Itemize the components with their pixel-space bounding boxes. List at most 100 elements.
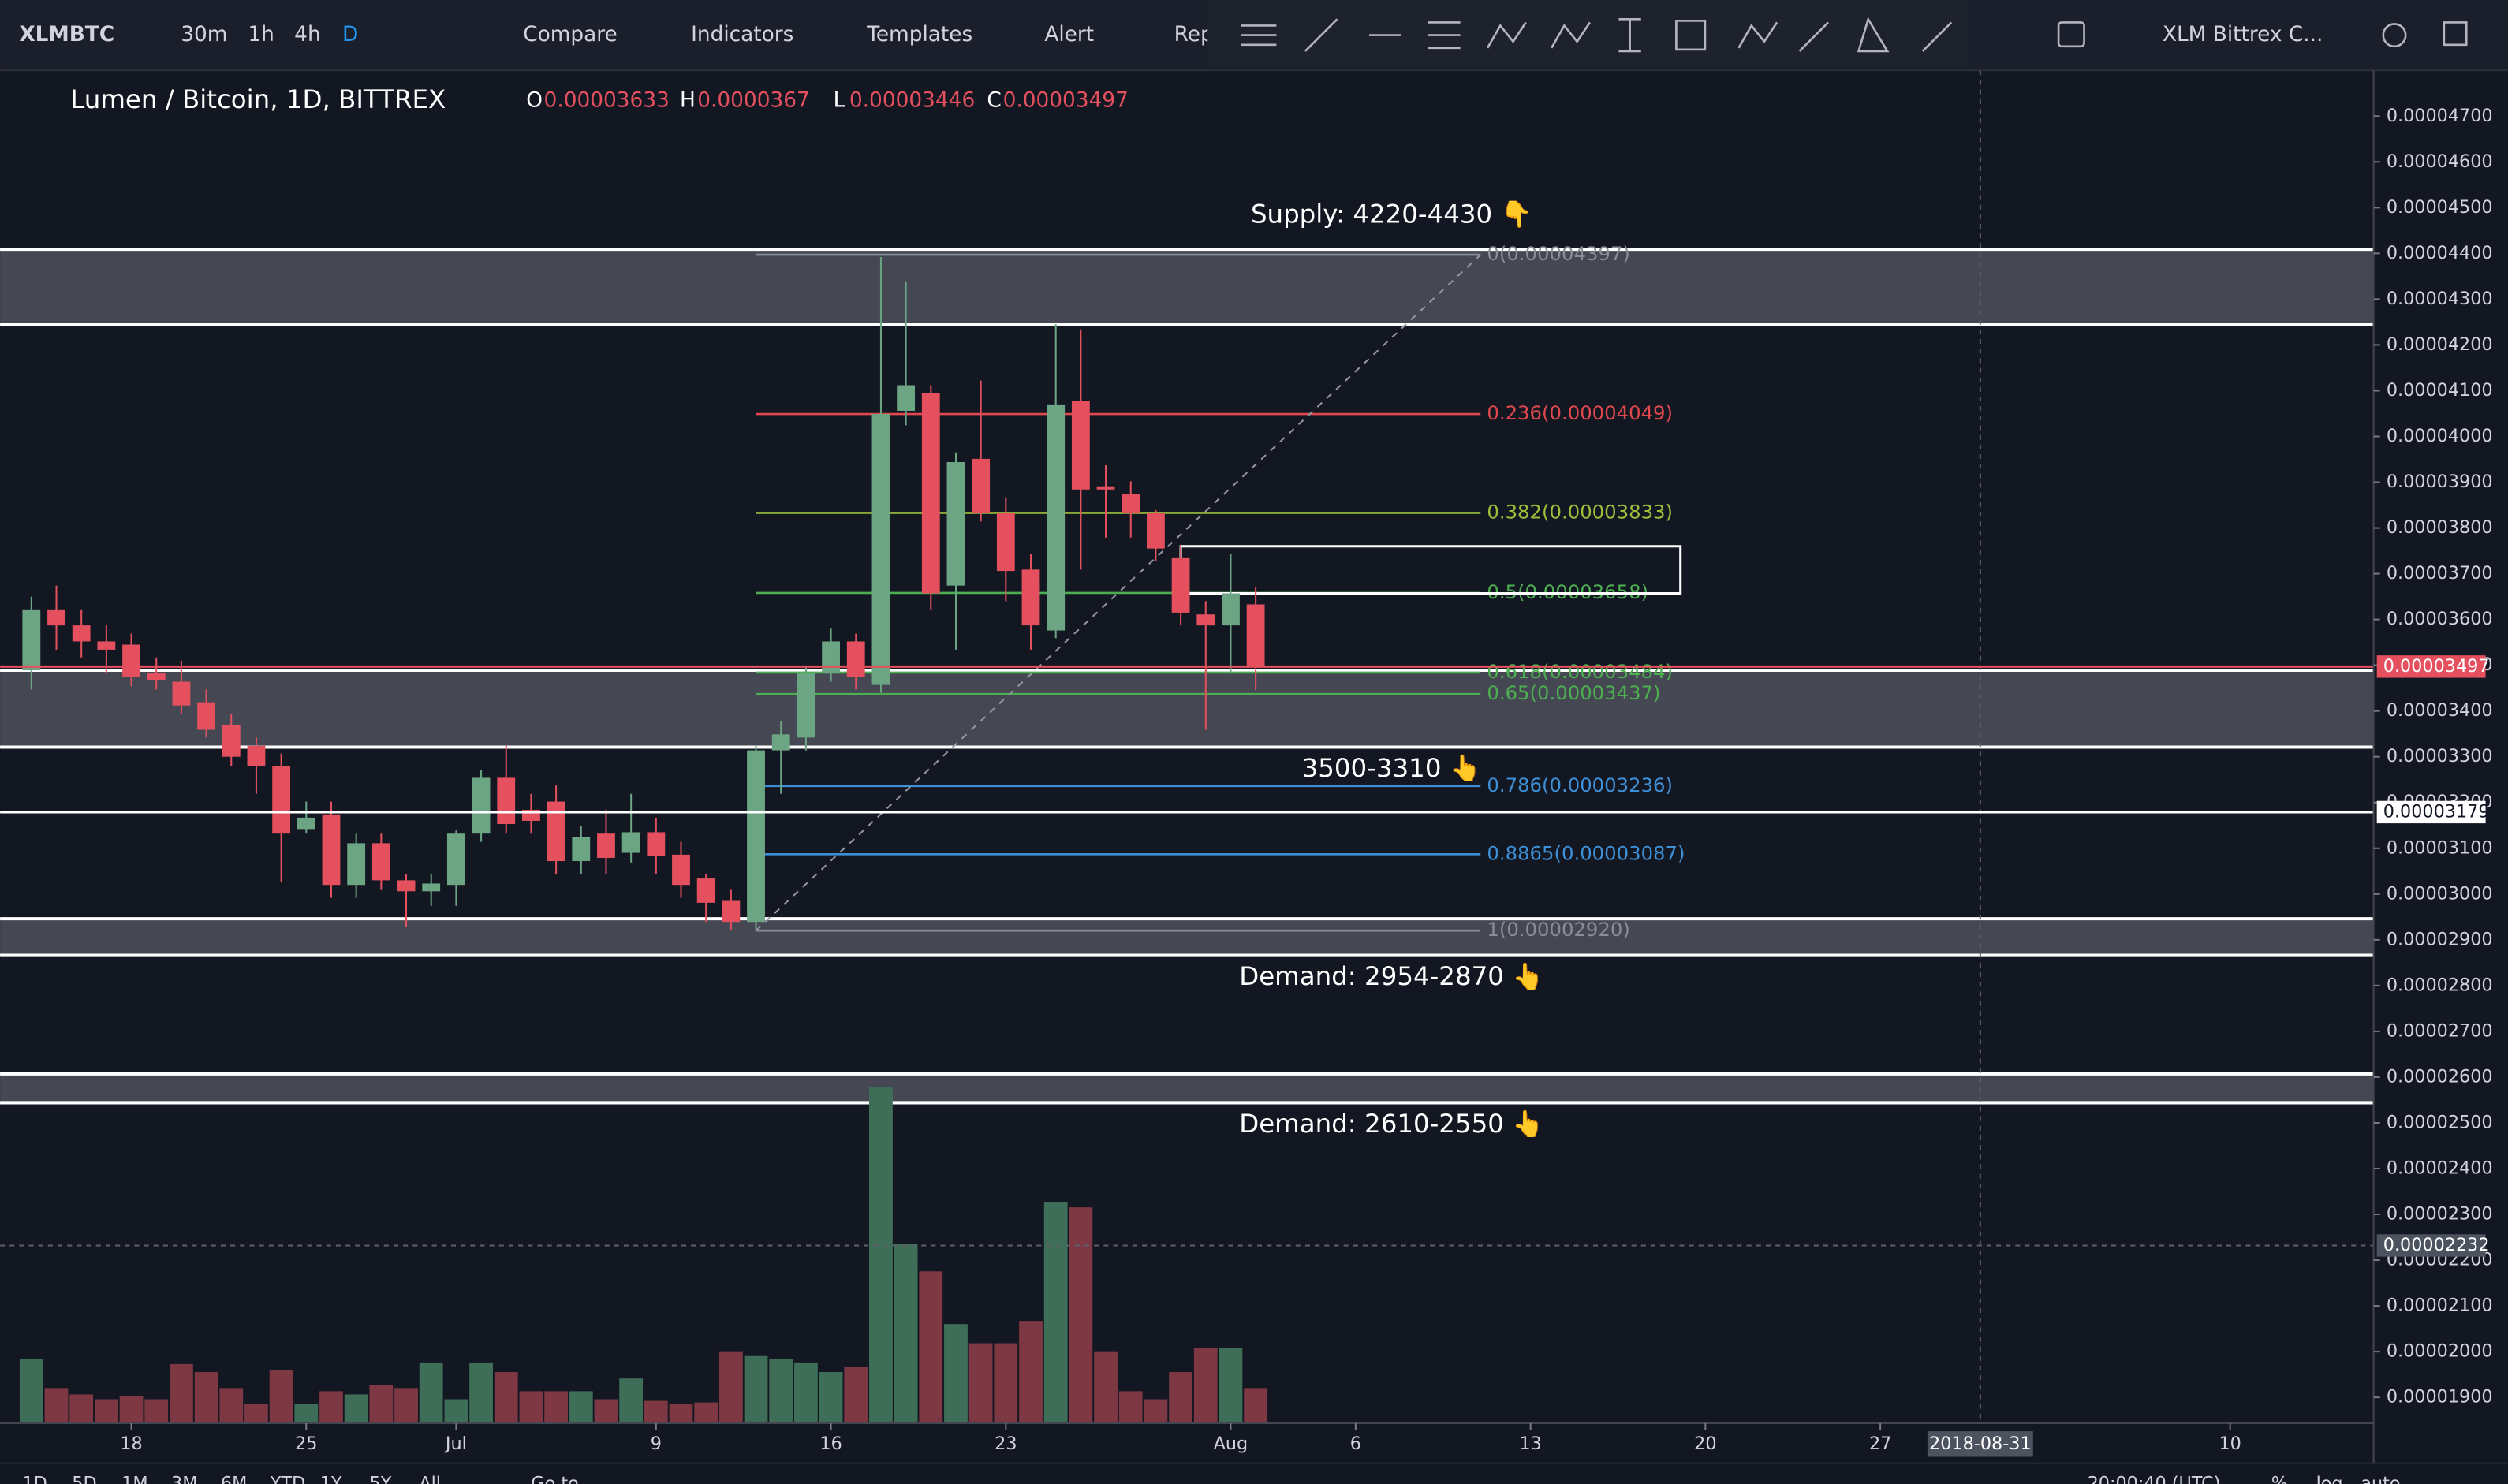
- plot-area: Supply: 4220-4430 👇 3500-3310 👆 Demand: 29…: [0, 70, 2374, 1423]
- candle-body: [996, 513, 1015, 572]
- range-button[interactable]: 3M: [171, 1474, 197, 1484]
- range-button[interactable]: 5D: [72, 1474, 96, 1484]
- toolbar-button[interactable]: Rep: [1174, 23, 1214, 47]
- volume-bar: [1069, 1207, 1093, 1423]
- volume-bar: [994, 1343, 1018, 1423]
- price-tag-label: 0.00003179: [2383, 801, 2490, 822]
- goto-button[interactable]: Go to...: [531, 1474, 595, 1484]
- volume-bar: [1094, 1351, 1118, 1423]
- candle-body: [397, 880, 416, 892]
- x-tick-label: 25: [295, 1434, 317, 1454]
- interval[interactable]: D: [342, 23, 358, 47]
- interval[interactable]: 30m: [181, 23, 227, 47]
- candle-body: [1021, 569, 1040, 626]
- scale-option[interactable]: auto: [2361, 1474, 2400, 1484]
- price-tag: [2376, 800, 2486, 824]
- layout-name[interactable]: XLM Bittrex C...: [2163, 23, 2323, 47]
- volume-bar: [718, 1351, 743, 1423]
- candle-body: [97, 641, 116, 650]
- candle-body: [1147, 513, 1165, 549]
- candle-body: [722, 900, 741, 923]
- legend-open: 0.00003633: [544, 88, 670, 112]
- scale-option[interactable]: log: [2316, 1474, 2343, 1484]
- y-tick-label: 0.00003000: [2387, 883, 2493, 904]
- volume-bar: [469, 1362, 493, 1423]
- candle-body: [621, 832, 640, 853]
- crosshair-time-tag: [1927, 1431, 2033, 1457]
- zone-label: Supply: 4220-4430 👇: [1251, 199, 1532, 230]
- volume-bar: [594, 1399, 618, 1423]
- fib-label: 0.65(0.00003437): [1487, 681, 1660, 704]
- candle-body: [297, 817, 315, 830]
- volume-bar: [944, 1324, 968, 1423]
- candle-body: [1222, 593, 1240, 626]
- candle-body: [747, 750, 765, 923]
- candle-body: [572, 837, 591, 862]
- volume-bar: [19, 1359, 43, 1423]
- candle-body: [846, 641, 865, 677]
- bottom-bar: 1D 5D 1M 3M 6M YTD 1Y 5Y All Go to... 20:00:40 (UT…: [22, 1474, 2400, 1484]
- y-tick-label: 0.00003700: [2387, 563, 2493, 584]
- legend-o: O: [526, 88, 543, 112]
- toolbar-button[interactable]: Alert: [1044, 23, 1094, 47]
- range-button[interactable]: 1D: [22, 1474, 47, 1484]
- y-tick-label: 0.00002500: [2387, 1112, 2493, 1132]
- range-button[interactable]: 1M: [121, 1474, 147, 1484]
- volume-bar: [1043, 1202, 1068, 1423]
- interval[interactable]: 1h: [248, 23, 274, 47]
- x-tick-label: 9: [651, 1434, 662, 1454]
- price-tag: [2376, 655, 2486, 678]
- range-button[interactable]: YTD: [270, 1474, 305, 1484]
- candle-body: [197, 702, 215, 730]
- candle-body: [897, 385, 916, 411]
- volume-bar: [644, 1400, 668, 1423]
- toolbar-button[interactable]: Templates: [866, 23, 972, 47]
- candle-body: [472, 777, 491, 834]
- candle-body: [247, 745, 266, 766]
- candle-body: [946, 461, 965, 586]
- y-tick-label: 0.00003800: [2387, 517, 2493, 538]
- volume-bar: [519, 1391, 543, 1423]
- candle-body: [322, 814, 341, 886]
- legend-close: 0.00003497: [1003, 88, 1129, 112]
- y-tick-label: 0.00004100: [2387, 380, 2493, 401]
- range-button[interactable]: 6M: [221, 1474, 247, 1484]
- y-tick-label: 0.00002800: [2387, 975, 2493, 995]
- symbol[interactable]: XLMBTC: [19, 23, 114, 47]
- volume-bar: [144, 1399, 169, 1423]
- volume-bar: [744, 1355, 768, 1423]
- candle-body: [771, 734, 790, 751]
- volume-bar: [69, 1394, 94, 1423]
- interval[interactable]: 4h: [294, 23, 320, 47]
- candle-body: [172, 681, 191, 706]
- crosshair-price-label: 0.00002232: [2383, 1235, 2490, 1255]
- y-tick-label: 0.00004200: [2387, 334, 2493, 355]
- drawing-tools[interactable]: [1241, 17, 2468, 53]
- candle-body: [797, 673, 815, 738]
- fib-label: 0.236(0.00004049): [1487, 401, 1673, 424]
- x-tick-label: 18: [120, 1434, 142, 1454]
- toolbar-button[interactable]: Indicators: [691, 23, 793, 47]
- candle-body: [871, 414, 890, 685]
- volume-bar: [869, 1087, 893, 1423]
- volume-bar: [919, 1271, 943, 1423]
- volume-bar: [1219, 1348, 1243, 1423]
- y-tick-label: 0.00004600: [2387, 151, 2493, 172]
- drawing-toolbar: [1207, 0, 1968, 68]
- candle-body: [272, 766, 291, 834]
- range-button[interactable]: 1Y: [320, 1474, 342, 1484]
- toolbar-button[interactable]: Compare: [523, 23, 618, 47]
- volume-bar: [669, 1404, 693, 1423]
- candle-body: [1171, 557, 1190, 613]
- clock: 20:00:40 (UTC): [2088, 1474, 2221, 1484]
- scale-option[interactable]: %: [2271, 1474, 2288, 1484]
- candle-body: [647, 832, 666, 856]
- candle-body: [122, 644, 140, 677]
- y-tick-label: 0.00002100: [2387, 1296, 2493, 1316]
- volume-bar: [94, 1399, 118, 1423]
- candle-body: [497, 777, 516, 825]
- range-button[interactable]: All: [419, 1474, 441, 1484]
- range-button[interactable]: 5Y: [370, 1474, 392, 1484]
- volume-bar: [369, 1385, 394, 1423]
